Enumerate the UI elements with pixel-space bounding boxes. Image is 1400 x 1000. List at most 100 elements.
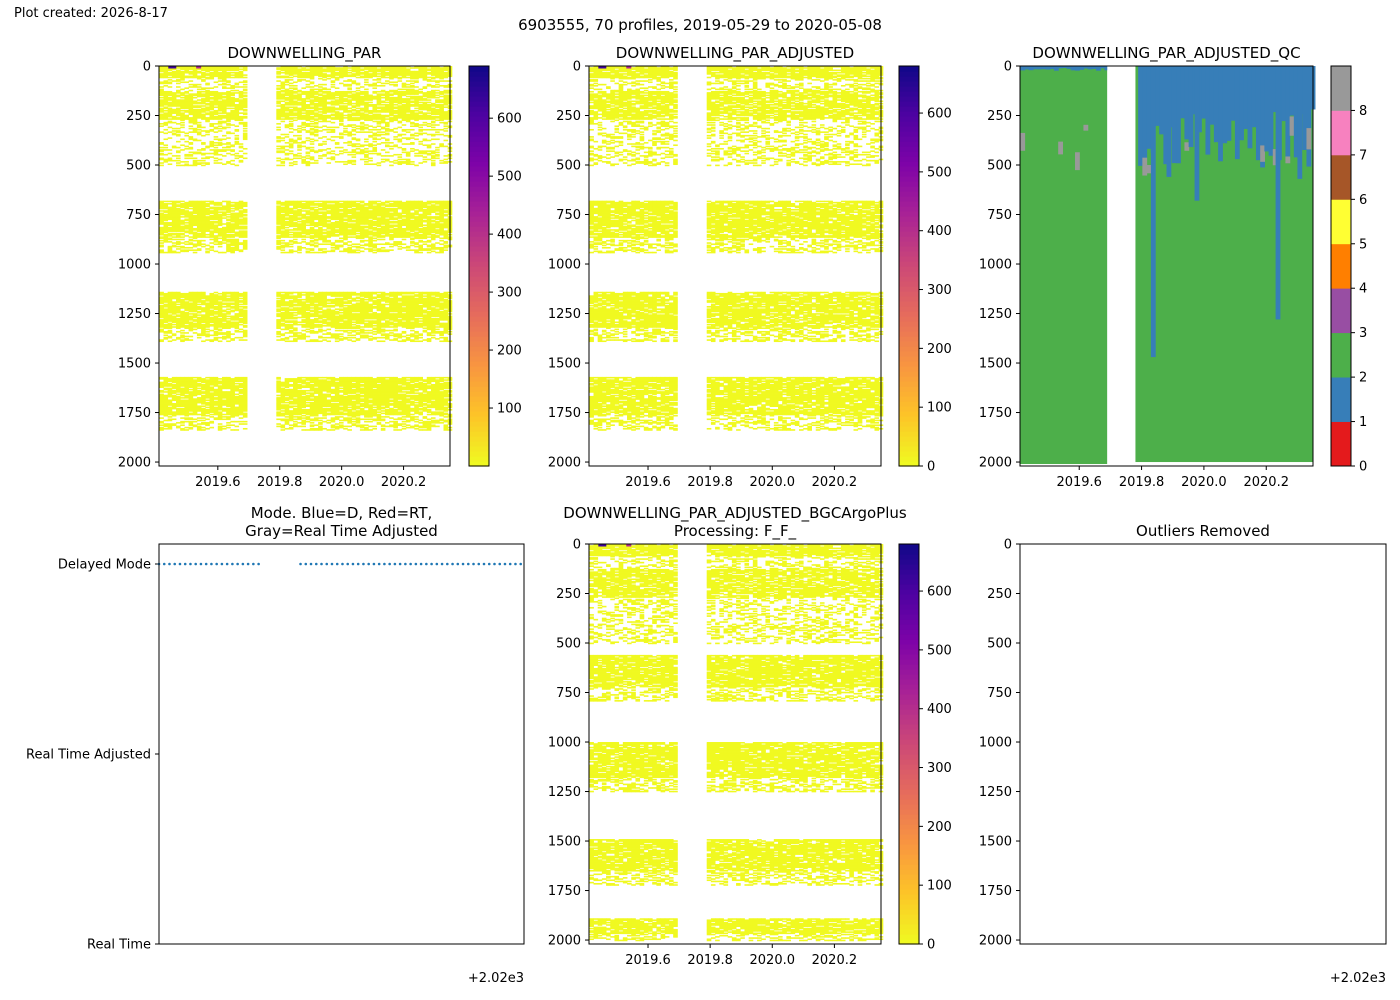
par-cell	[435, 155, 440, 157]
par-cell	[427, 102, 432, 104]
par-cell	[310, 159, 315, 161]
par-cell	[381, 77, 386, 79]
par-cell	[435, 97, 440, 99]
par-cell	[172, 128, 177, 130]
par-cell	[293, 135, 298, 137]
par-cell	[385, 77, 390, 79]
par-cell	[410, 78, 415, 80]
par-cell	[322, 141, 327, 143]
par-cell	[402, 95, 407, 97]
par-cell	[214, 154, 219, 156]
par-cell	[180, 165, 185, 167]
par-cell	[168, 95, 173, 97]
par-cell	[189, 131, 194, 133]
par-cell	[180, 207, 185, 209]
par-cell	[431, 135, 436, 137]
par-cell	[276, 85, 281, 87]
par-cell	[310, 78, 315, 80]
par-cell	[398, 156, 403, 158]
par-cell	[381, 97, 386, 99]
par-cell	[398, 154, 403, 156]
par-cell	[402, 77, 407, 79]
par-cell	[163, 241, 168, 243]
par-cell	[364, 163, 369, 165]
par-cell	[180, 161, 185, 163]
par-cell	[406, 80, 411, 82]
par-cell	[222, 84, 227, 86]
par-cell	[418, 130, 423, 132]
par-cell	[230, 74, 235, 76]
par-cell	[318, 95, 323, 97]
par-cell	[159, 105, 164, 107]
par-cell	[184, 111, 189, 113]
par-cell	[297, 118, 302, 120]
par-cell	[398, 117, 403, 119]
par-cell	[214, 131, 219, 133]
par-cell	[435, 106, 440, 108]
par-cell	[276, 98, 281, 100]
par-cell	[322, 125, 327, 127]
par-cell	[423, 109, 428, 111]
par-cell	[205, 236, 210, 238]
par-cell	[243, 84, 248, 86]
par-cell	[393, 128, 398, 130]
par-cell	[193, 224, 198, 226]
par-cell	[285, 159, 290, 161]
par-cell	[335, 95, 340, 97]
par-cell	[393, 102, 398, 104]
par-cell	[201, 96, 206, 98]
par-cell	[293, 81, 298, 83]
par-cell	[205, 147, 210, 149]
par-cell	[168, 118, 173, 120]
par-cell	[372, 127, 377, 129]
par-cell	[159, 252, 164, 254]
par-cell	[427, 134, 432, 136]
par-cell	[423, 124, 428, 126]
par-cell	[385, 152, 390, 154]
par-cell	[285, 77, 290, 79]
par-cell	[226, 153, 231, 155]
par-cell	[368, 99, 373, 101]
par-cell	[301, 162, 306, 164]
par-cell	[326, 117, 331, 119]
par-cell	[418, 109, 423, 111]
par-cell	[189, 138, 194, 140]
par-cell	[423, 133, 428, 135]
par-cell	[331, 118, 336, 120]
par-cell	[230, 154, 235, 156]
par-cell	[201, 135, 206, 137]
par-cell	[293, 98, 298, 100]
par-cell	[364, 81, 369, 83]
par-cell	[377, 71, 382, 73]
par-cell	[331, 159, 336, 161]
par-cell	[372, 92, 377, 94]
par-cell	[205, 110, 210, 112]
par-cell	[176, 131, 181, 133]
par-cell	[318, 137, 323, 139]
par-cell	[331, 84, 336, 86]
par-cell	[168, 99, 173, 101]
par-cell	[439, 119, 444, 121]
par-cell	[368, 112, 373, 114]
par-cell	[360, 77, 365, 79]
par-cell	[314, 110, 319, 112]
par-cell	[377, 131, 382, 133]
par-cell	[364, 111, 369, 113]
par-cell	[326, 103, 331, 105]
par-cell	[368, 160, 373, 162]
par-cell	[310, 108, 315, 110]
par-cell	[347, 108, 352, 110]
par-cell	[372, 121, 377, 123]
par-cell	[352, 71, 357, 73]
par-cell	[322, 121, 327, 123]
par-cell	[222, 128, 227, 130]
par-cell	[184, 161, 189, 163]
par-cell	[393, 131, 398, 133]
par-cell	[276, 123, 281, 125]
par-cell	[427, 80, 432, 82]
par-cell	[435, 119, 440, 121]
par-cell	[427, 112, 432, 114]
par-cell	[443, 128, 448, 130]
par-cell	[343, 96, 348, 98]
par-cell	[310, 86, 315, 88]
